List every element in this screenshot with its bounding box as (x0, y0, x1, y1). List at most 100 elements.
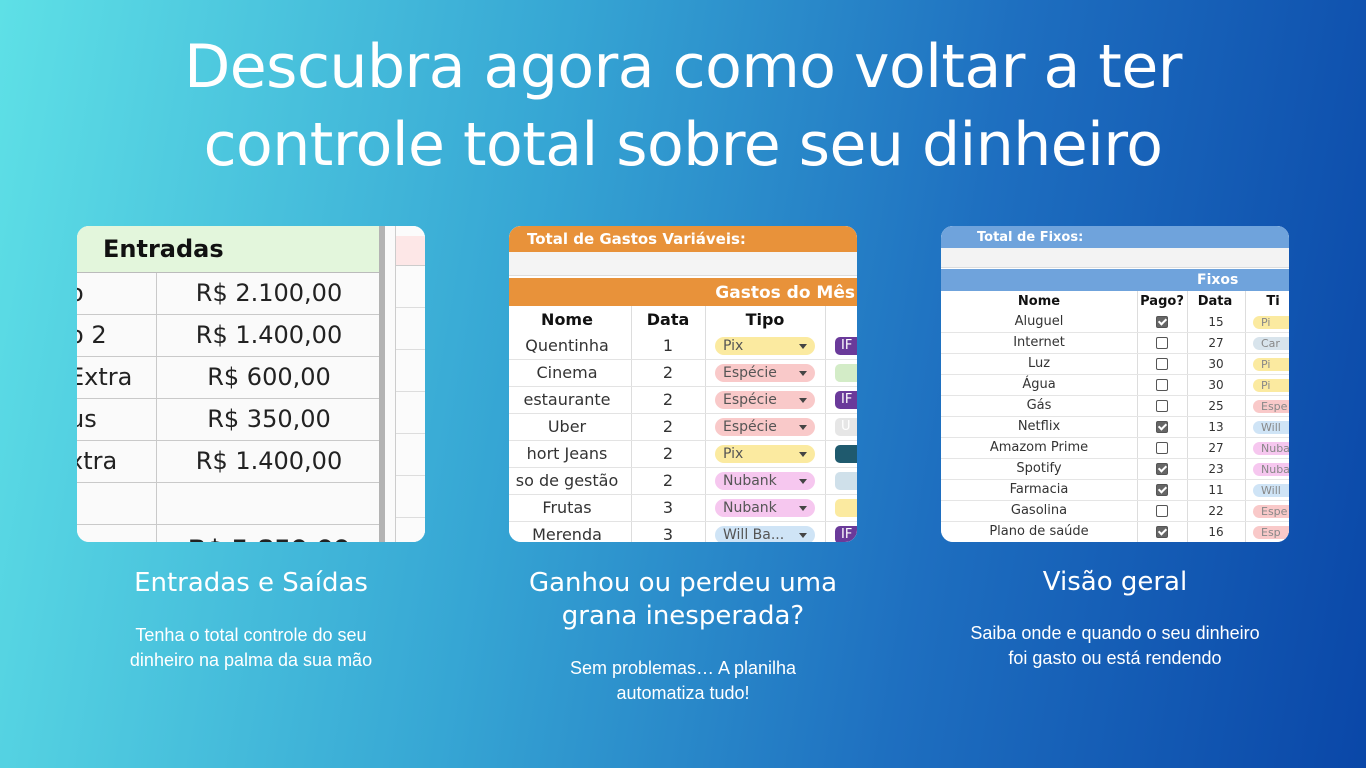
column-divider (631, 306, 632, 542)
table-row: Amazom Prime 27 Nuba (941, 438, 1289, 459)
column-2-desc-line-1: Sem problemas… A planilha (569, 658, 797, 678)
column-border (379, 226, 385, 542)
blank-row (941, 248, 1289, 268)
column-3-title-line: Visão geral (1042, 567, 1188, 597)
header-nome: Nome (541, 310, 593, 329)
row-date: 11 (1208, 483, 1224, 497)
header-data: Data (646, 310, 690, 329)
adjacent-cell (396, 308, 425, 350)
row-date: 1 (662, 336, 674, 355)
table-row: Luz 30 Pi (941, 354, 1289, 375)
checkbox-icon (1156, 358, 1168, 370)
payment-type-pill: Pix (715, 337, 815, 355)
row-date: 16 (1208, 525, 1224, 539)
row-name: so de gestão (515, 471, 619, 490)
table-row: so de gestão 2 Nubank (509, 468, 857, 495)
category-tag (835, 472, 857, 490)
row-value: R$ 350,00 (207, 405, 331, 433)
total-variable-label: Total de Gastos Variáveis: (527, 230, 746, 248)
category-tag (835, 364, 857, 382)
payment-type-pill: Car (1253, 337, 1289, 350)
category-tag: IF (835, 526, 857, 542)
row-date: 2 (662, 417, 674, 436)
checkbox-icon (1156, 442, 1168, 454)
adjacent-cell (396, 350, 425, 392)
adjacent-header-cell (396, 236, 425, 266)
table-row: o 2 R$ 1.400,00 (77, 315, 381, 357)
row-value: R$ 1.400,00 (195, 321, 343, 349)
row-date: 3 (662, 525, 674, 542)
checkbox-checked-icon (1156, 484, 1168, 496)
table-row: hort Jeans 2 Pix (509, 441, 857, 468)
table-row: Uber 2 Espécie U (509, 414, 857, 441)
row-name: hort Jeans (526, 444, 608, 463)
table-row: Plano de saúde 16 Esp (941, 522, 1289, 542)
row-name: Água (1022, 377, 1056, 392)
row-date: 3 (662, 498, 674, 517)
row-date: 22 (1208, 504, 1224, 518)
table-row: xtra R$ 1.400,00 (77, 441, 381, 483)
variable-expenses-spreadsheet-preview: Total de Gastos Variáveis: Gastos do Mês N… (509, 226, 857, 542)
checkbox-icon (1156, 337, 1168, 349)
row-name: Quentinha (525, 336, 609, 355)
payment-type-pill: Nuba (1253, 463, 1289, 476)
column-1-description: Tenha o total controle do seu dinheiro n… (71, 623, 431, 673)
header-pago: Pago? (1140, 294, 1184, 309)
row-name: Amazom Prime (989, 440, 1089, 455)
row-date: 2 (662, 471, 674, 490)
fixed-section-bar: Fixos (941, 269, 1289, 291)
entradas-header-label: Entradas (103, 235, 224, 263)
row-date: 30 (1208, 357, 1224, 371)
row-name: Internet (1013, 335, 1065, 350)
row-name: Luz (1027, 356, 1051, 371)
row-name: Merenda (532, 525, 602, 542)
row-value: R$ 1.400,00 (195, 447, 343, 475)
total-fixed-bar: Total de Fixos: (941, 226, 1289, 248)
row-name: estaurante (523, 390, 611, 409)
headline: Descubra agora como voltar a ter control… (0, 28, 1366, 184)
row-label: Extra (77, 363, 133, 391)
table-row: Gás 25 Espe (941, 396, 1289, 417)
row-date: 2 (662, 444, 674, 463)
row-label: o 2 (77, 321, 107, 349)
header-nome: Nome (1017, 294, 1061, 309)
row-value: R$ 2.100,00 (195, 279, 343, 307)
payment-type-pill: Esp (1253, 526, 1289, 539)
column-1-desc-line-1: Tenha o total controle do seu (135, 625, 367, 645)
category-tag (835, 445, 857, 463)
table-row: Spotify 23 Nuba (941, 459, 1289, 480)
row-date: 2 (662, 363, 674, 382)
table-row: Merenda 3 Will Ba... IF (509, 522, 857, 542)
payment-type-pill: Nuba (1253, 442, 1289, 455)
row-label: xtra (77, 447, 118, 475)
row-name: Gasolina (1010, 503, 1068, 518)
row-date: 25 (1208, 399, 1224, 413)
payment-type-pill: Espe (1253, 505, 1289, 518)
row-label: us (77, 405, 97, 433)
column-2-title-line-2: grana inesperada? (561, 601, 805, 631)
table-row: R$ 5.850,00 (77, 525, 381, 542)
payment-type-pill: Pix (715, 445, 815, 463)
column-divider (825, 306, 826, 542)
row-date: 13 (1208, 420, 1224, 434)
column-2-title-line-1: Ganhou ou perdeu uma (528, 568, 838, 598)
checkbox-icon (1156, 379, 1168, 391)
headline-line-2: controle total sobre seu dinheiro (203, 110, 1163, 180)
headline-line-1: Descubra agora como voltar a ter (184, 32, 1182, 102)
payment-type-pill: Pi (1253, 379, 1289, 392)
table-row: o R$ 2.100,00 (77, 273, 381, 315)
adjacent-column (395, 226, 425, 542)
adjacent-cell (396, 434, 425, 476)
row-date: 30 (1208, 378, 1224, 392)
table-row: us R$ 350,00 (77, 399, 381, 441)
header-tipo: Tipo (745, 310, 785, 329)
adjacent-cell (396, 392, 425, 434)
table-row: Internet 27 Car (941, 333, 1289, 354)
table-row: Cinema 2 Espécie (509, 360, 857, 387)
table-row: Netflix 13 Will (941, 417, 1289, 438)
category-tag: IF (835, 391, 857, 409)
payment-type-pill: Nubank (715, 472, 815, 490)
payment-type-pill: Will (1253, 421, 1289, 434)
row-name: Frutas (542, 498, 592, 517)
row-value: R$ 5.850,00 (157, 535, 381, 542)
